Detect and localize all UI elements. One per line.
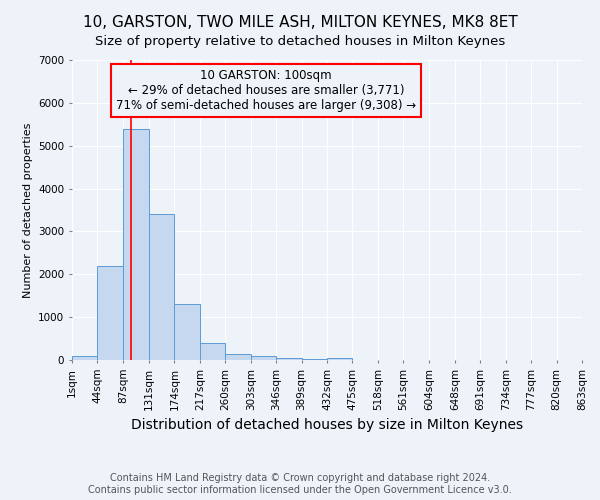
Bar [200,343,225,360]
Bar [225,354,251,360]
Bar [72,356,97,360]
Bar [175,304,200,360]
Bar [123,128,149,360]
Bar [251,356,276,360]
X-axis label: Distribution of detached houses by size in Milton Keynes: Distribution of detached houses by size … [131,418,523,432]
Bar [327,358,352,360]
Bar [302,358,327,360]
Bar [276,358,302,360]
Bar [149,214,175,360]
Text: 10, GARSTON, TWO MILE ASH, MILTON KEYNES, MK8 8ET: 10, GARSTON, TWO MILE ASH, MILTON KEYNES… [83,15,517,30]
Text: 10 GARSTON: 100sqm
← 29% of detached houses are smaller (3,771)
71% of semi-deta: 10 GARSTON: 100sqm ← 29% of detached hou… [116,69,416,112]
Text: Contains HM Land Registry data © Crown copyright and database right 2024.
Contai: Contains HM Land Registry data © Crown c… [88,474,512,495]
Y-axis label: Number of detached properties: Number of detached properties [23,122,32,298]
Text: Size of property relative to detached houses in Milton Keynes: Size of property relative to detached ho… [95,35,505,48]
Bar [97,266,123,360]
